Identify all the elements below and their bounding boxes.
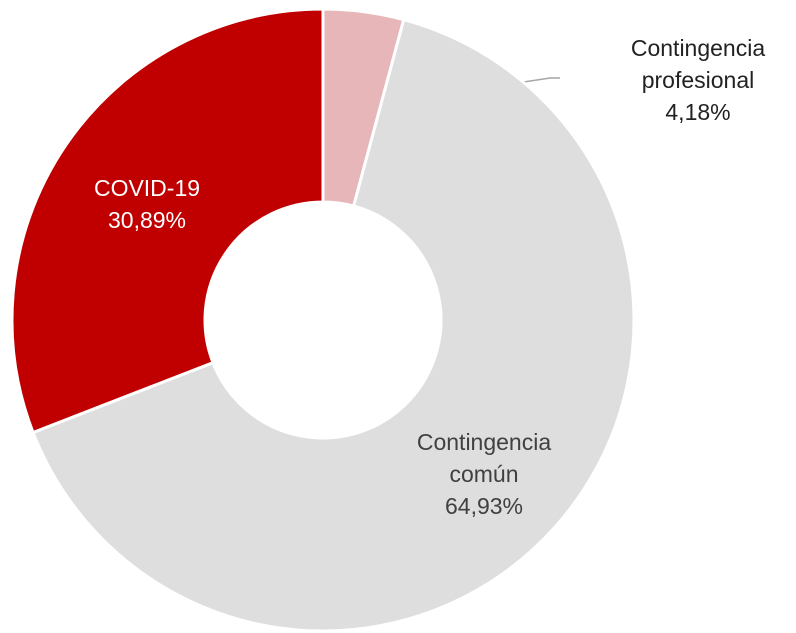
- category-label: Contingencia común: [416, 429, 552, 487]
- donut-slice: [10, 7, 325, 435]
- value-label: 64,93%: [444, 493, 523, 519]
- value-label: 4,18%: [665, 99, 731, 125]
- donut-slice: [31, 17, 636, 633]
- slice-label: COVID-19 30,89%: [72, 172, 222, 236]
- value-label: 30,89%: [107, 207, 186, 233]
- category-label: COVID-19: [93, 175, 201, 201]
- slice-label: Contingencia común 64,93%: [384, 426, 584, 522]
- category-label: Contingencia profesional: [630, 35, 766, 93]
- slice-label: Contingencia profesional 4,18%: [603, 32, 793, 128]
